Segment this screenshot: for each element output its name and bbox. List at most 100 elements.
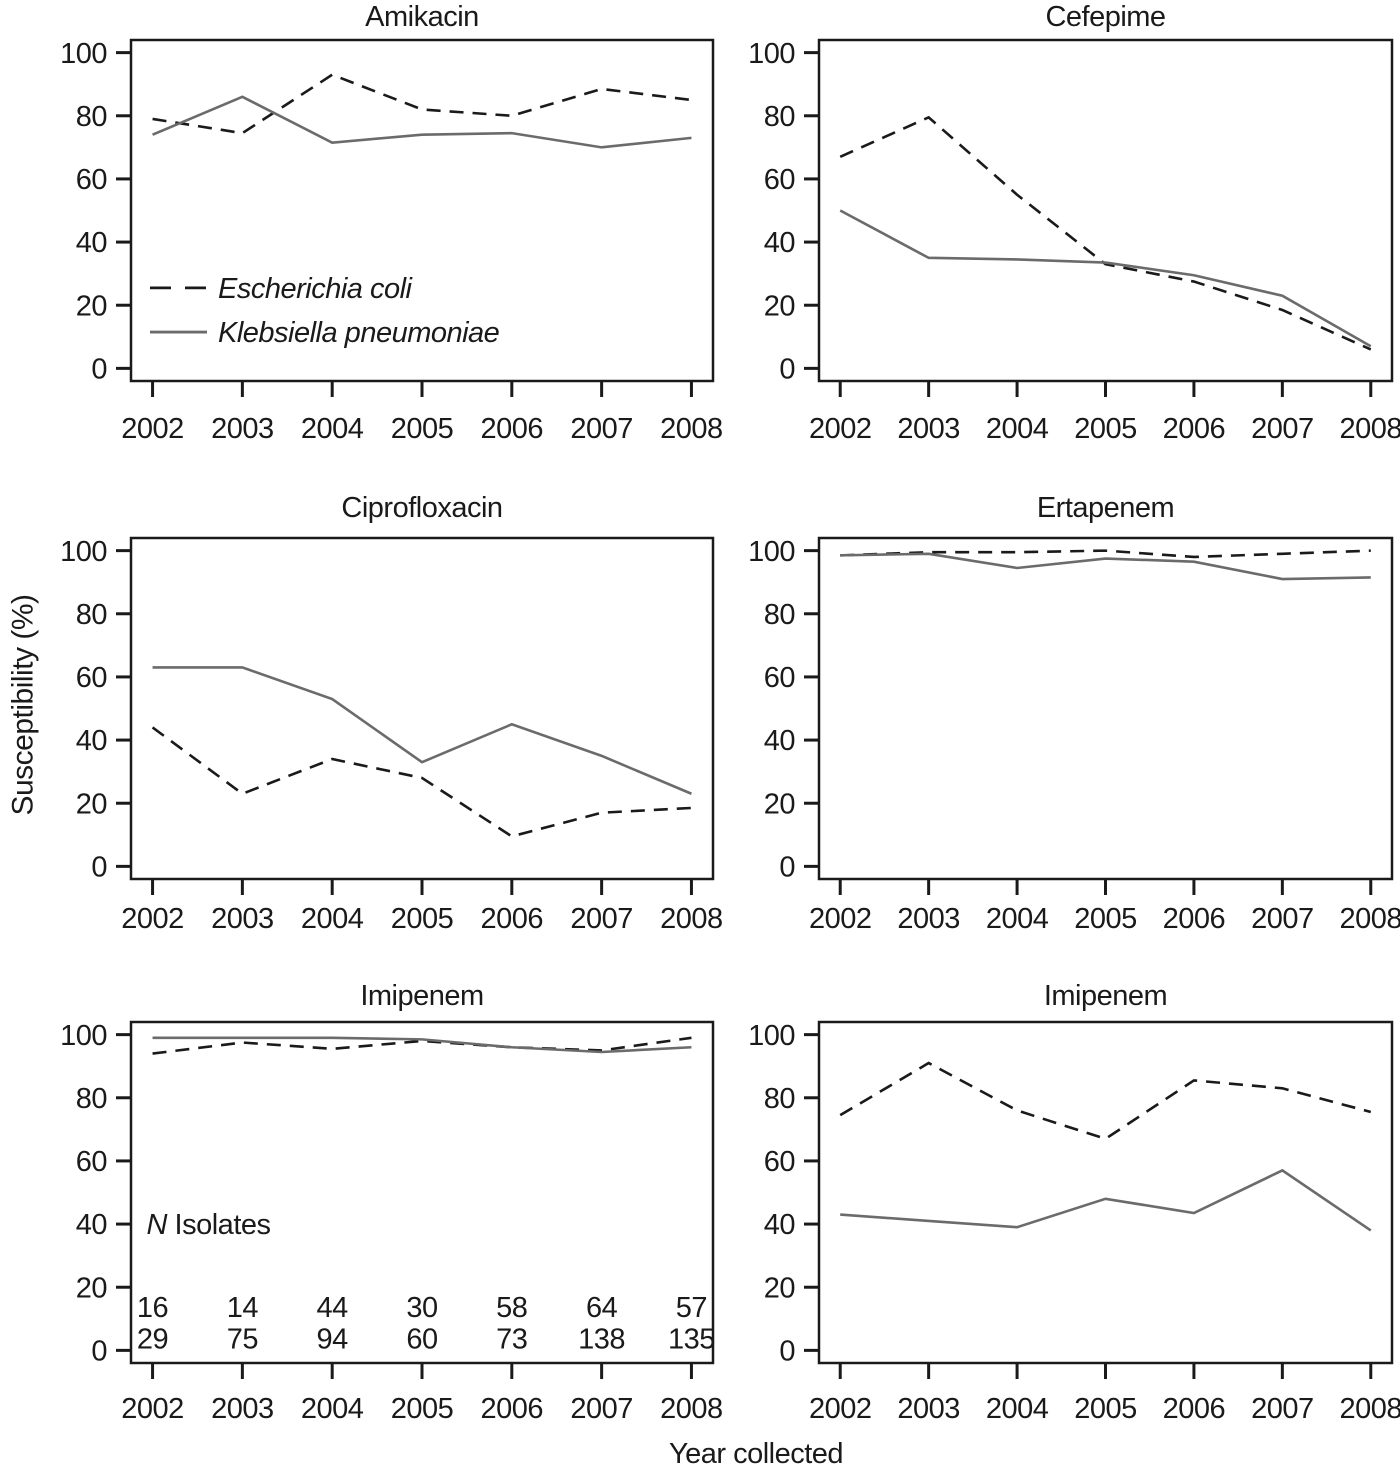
plot-box bbox=[817, 536, 1394, 881]
y-tick-label: 40 bbox=[764, 227, 795, 259]
series-line-kpneumoniae-solid bbox=[152, 95, 692, 149]
y-tick-label: 100 bbox=[748, 38, 795, 70]
x-tick-label: 2004 bbox=[301, 1393, 364, 1425]
y-tick-label: 100 bbox=[60, 536, 107, 568]
y-tick-label: 0 bbox=[779, 354, 795, 386]
y-tick-label: 20 bbox=[764, 788, 795, 820]
x-tick-label: 2005 bbox=[391, 1393, 454, 1425]
x-tick-label: 2004 bbox=[986, 413, 1049, 445]
y-tick-label: 0 bbox=[91, 852, 107, 884]
x-tick-label: 2005 bbox=[391, 413, 454, 445]
y-tick-label: 60 bbox=[76, 164, 107, 196]
x-tick-label: 2003 bbox=[897, 413, 960, 445]
panel-imipenem-right: Imipenem 0 20 40 60 80 100 2002 2003 2004 2005 2006… bbox=[748, 980, 1400, 1425]
x-tick-label: 2005 bbox=[1074, 413, 1137, 445]
y-tick-label: 0 bbox=[91, 1336, 107, 1368]
n-isolates-value-ecoli: 16 bbox=[137, 1292, 168, 1324]
n-isolates-value-ecoli: 44 bbox=[317, 1292, 349, 1324]
panel-title: Imipenem bbox=[360, 980, 483, 1012]
y-tick-label: 40 bbox=[76, 1209, 107, 1241]
x-tick-label: 2006 bbox=[1163, 413, 1226, 445]
y-tick-label: 80 bbox=[764, 1083, 795, 1115]
y-tick-label: 80 bbox=[76, 599, 107, 631]
x-tick-label: 2004 bbox=[986, 1393, 1049, 1425]
x-tick-label: 2005 bbox=[1074, 903, 1137, 935]
x-tick-label: 2005 bbox=[1074, 1393, 1137, 1425]
series-line-ecoli-dashed bbox=[152, 73, 692, 135]
x-tick-label: 2002 bbox=[121, 1393, 184, 1425]
x-tick-label: 2006 bbox=[1163, 903, 1226, 935]
panel-ertapenem: Ertapenem 0 20 40 60 80 100 2002 2003 2004 2005 200… bbox=[748, 492, 1400, 935]
x-tick-label: 2002 bbox=[809, 903, 872, 935]
x-tick-label: 2008 bbox=[1340, 413, 1400, 445]
y-tick-label: 60 bbox=[764, 164, 795, 196]
y-tick-label: 40 bbox=[764, 725, 795, 757]
y-tick-label: 60 bbox=[764, 1146, 795, 1178]
series-line-kpneumoniae-solid bbox=[152, 666, 692, 795]
x-tick-label: 2006 bbox=[481, 413, 544, 445]
series-line-kpneumoniae-solid bbox=[840, 552, 1371, 581]
x-tick-label: 2008 bbox=[660, 413, 723, 445]
x-tick-label: 2007 bbox=[570, 413, 633, 445]
n-isolates-value-kpneumoniae: 135 bbox=[668, 1324, 715, 1356]
plot-box bbox=[817, 1020, 1394, 1365]
n-isolates-value-ecoli: 30 bbox=[406, 1292, 437, 1324]
x-tick-label: 2002 bbox=[121, 413, 184, 445]
plot-box bbox=[817, 38, 1394, 383]
plot-box bbox=[129, 536, 715, 881]
panel-title: Amikacin bbox=[365, 1, 479, 33]
n-isolates-label: N Isolates bbox=[147, 1209, 271, 1241]
x-tick-label: 2003 bbox=[897, 903, 960, 935]
series-line-ecoli-dashed bbox=[152, 1036, 692, 1055]
y-tick-label: 40 bbox=[764, 1209, 795, 1241]
series-line-ecoli-dashed bbox=[839, 115, 1372, 351]
y-tick-label: 20 bbox=[76, 788, 107, 820]
y-tick-label: 100 bbox=[748, 536, 795, 568]
x-tick-label: 2007 bbox=[570, 1393, 633, 1425]
y-tick-label: 80 bbox=[76, 101, 107, 133]
y-tick-label: 80 bbox=[764, 599, 795, 631]
y-tick-label: 0 bbox=[91, 354, 107, 386]
x-tick-label: 2004 bbox=[986, 903, 1049, 935]
y-tick-label: 40 bbox=[76, 227, 107, 259]
n-isolates-value-ecoli: 14 bbox=[227, 1292, 259, 1324]
x-tick-label: 2007 bbox=[1251, 1393, 1314, 1425]
y-tick-label: 0 bbox=[779, 852, 795, 884]
x-tick-label: 2004 bbox=[301, 413, 364, 445]
x-tick-label: 2008 bbox=[660, 1393, 723, 1425]
y-tick-label: 80 bbox=[764, 101, 795, 133]
x-axis-label: Year collected bbox=[669, 1438, 843, 1470]
panel-amikacin: Amikacin 0 20 40 60 80 100 2002 2003 2004 2005 2006… bbox=[60, 1, 723, 445]
x-tick-label: 2003 bbox=[897, 1393, 960, 1425]
x-tick-label: 2007 bbox=[570, 903, 633, 935]
series-line-kpneumoniae-solid bbox=[840, 1168, 1372, 1232]
n-isolates-value-ecoli: 57 bbox=[676, 1292, 707, 1324]
panel-title: Ertapenem bbox=[1037, 492, 1174, 524]
panel-title: Cefepime bbox=[1045, 1, 1165, 33]
x-tick-label: 2003 bbox=[211, 413, 274, 445]
panel-cefepime: Cefepime 0 20 40 60 80 100 2002 2003 2004 2005 2006… bbox=[748, 1, 1400, 445]
y-tick-label: 100 bbox=[60, 1020, 107, 1052]
n-isolates-value-kpneumoniae: 75 bbox=[227, 1324, 258, 1356]
x-tick-label: 2008 bbox=[1340, 1393, 1400, 1425]
series-line-kpneumoniae-solid bbox=[152, 1036, 692, 1054]
x-tick-label: 2008 bbox=[660, 903, 723, 935]
x-tick-label: 2006 bbox=[1163, 1393, 1226, 1425]
panel-imipenem-left: Imipenem 0 20 40 60 80 100 2002 2003 2004 2005 2006… bbox=[60, 980, 723, 1425]
series-line-ecoli-dashed bbox=[151, 726, 692, 838]
series-line-kpneumoniae-solid bbox=[839, 209, 1372, 348]
legend-label: Klebsiella pneumoniae bbox=[218, 317, 500, 349]
y-tick-label: 60 bbox=[76, 662, 107, 694]
x-tick-label: 2003 bbox=[211, 903, 274, 935]
n-isolates-value-kpneumoniae: 73 bbox=[496, 1324, 527, 1356]
n-isolates-value-kpneumoniae: 138 bbox=[578, 1324, 625, 1356]
x-tick-label: 2002 bbox=[809, 413, 872, 445]
y-tick-label: 0 bbox=[779, 1336, 795, 1368]
x-tick-label: 2004 bbox=[301, 903, 364, 935]
x-tick-label: 2007 bbox=[1251, 413, 1314, 445]
series-line-ecoli-dashed bbox=[840, 549, 1371, 559]
x-tick-label: 2003 bbox=[211, 1393, 274, 1425]
x-tick-label: 2008 bbox=[1340, 903, 1400, 935]
y-tick-label: 60 bbox=[764, 662, 795, 694]
